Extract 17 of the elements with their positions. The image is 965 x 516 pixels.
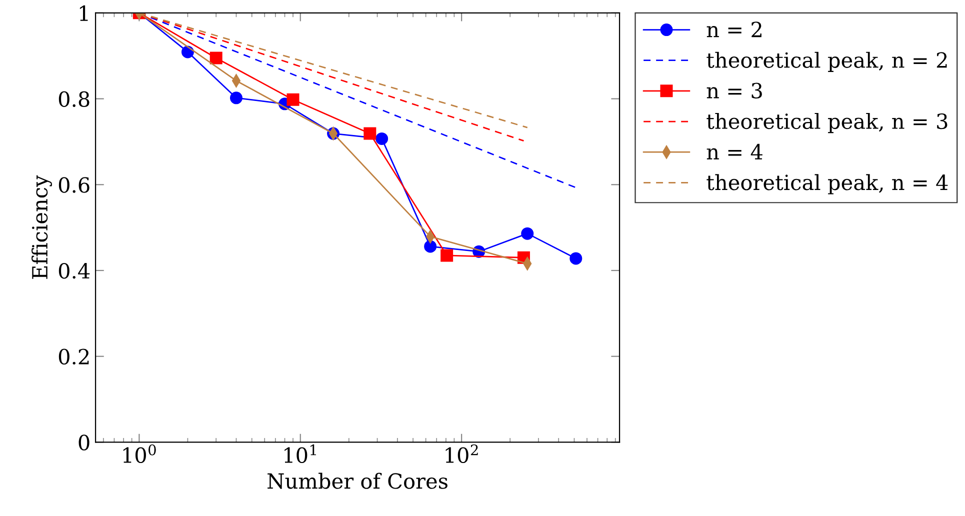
legend-label: n = 2: [706, 22, 762, 38]
y-tick-label: 1: [80, 5, 88, 21]
y-tick-label: 0.6: [58, 177, 90, 193]
legend-label: theoretical peak, n = 3: [706, 112, 948, 134]
x-tick-label: 10$^{1}$: [284, 444, 316, 464]
y-tick-label: 0.2: [58, 348, 89, 365]
y-tick-label: 0.4: [58, 262, 90, 279]
legend-label: theoretical peak, n = 2: [706, 52, 947, 72]
x-axis-title: Number of Cores: [268, 472, 448, 489]
legend-label: n = 4: [706, 144, 762, 160]
x-tick-label: 10$^{2}$: [446, 444, 478, 464]
x-tick-label: 10$^{0}$: [123, 444, 156, 464]
legend-label: theoretical peak, n = 4: [706, 174, 948, 194]
legend-label: n = 3: [706, 82, 762, 99]
y-tick-label: 0.8: [58, 91, 90, 107]
y-tick-label: 0: [78, 434, 90, 450]
y-axis-title: Efficiency: [32, 175, 52, 279]
